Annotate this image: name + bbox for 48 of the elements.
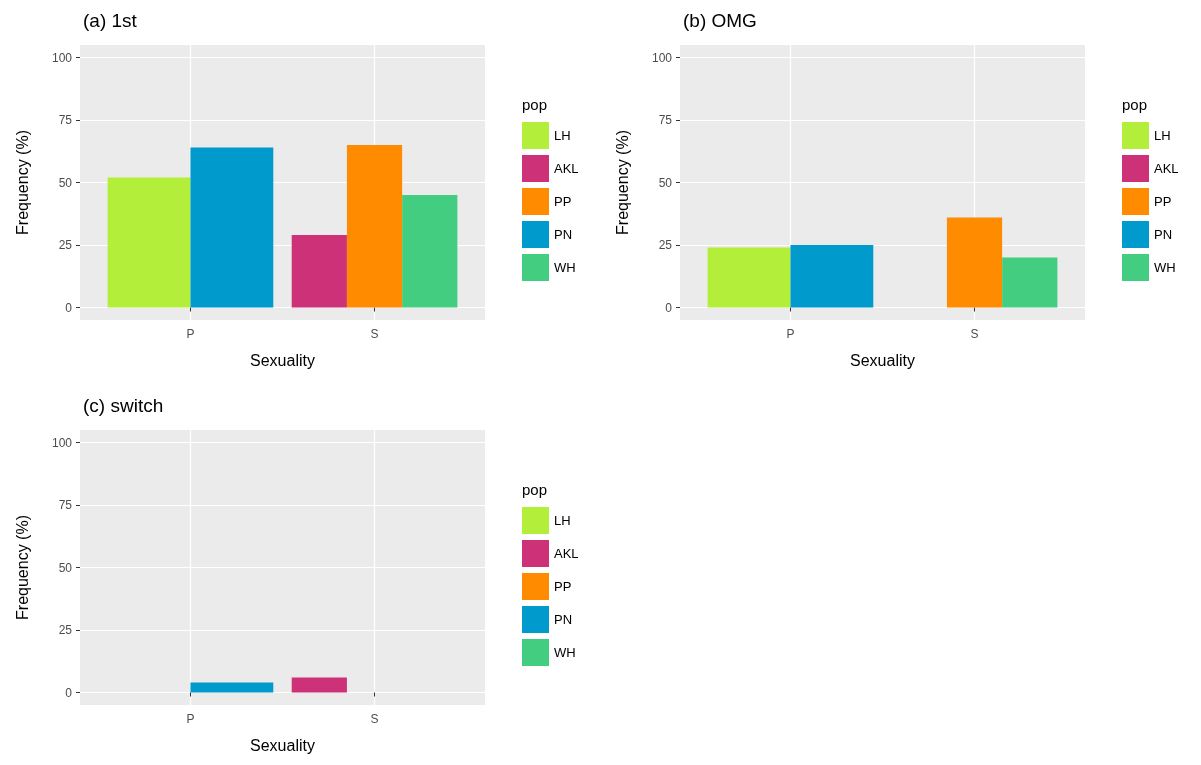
legend-label: LH bbox=[554, 128, 571, 143]
legend-label: WH bbox=[1154, 260, 1176, 275]
x-axis-title: Sexuality bbox=[850, 351, 915, 369]
y-tick-label: 75 bbox=[58, 113, 73, 127]
legend-title: pop bbox=[1122, 96, 1148, 113]
x-tick-label: S bbox=[370, 327, 379, 341]
y-tick-label: 0 bbox=[65, 685, 73, 700]
y-tick-label: 0 bbox=[665, 300, 673, 315]
legend-label: WH bbox=[554, 260, 576, 275]
x-tick-label: S bbox=[370, 712, 379, 726]
y-tick-label: 25 bbox=[58, 238, 73, 252]
y-tick-label: 25 bbox=[58, 623, 73, 637]
x-tick-label: P bbox=[186, 327, 195, 341]
legend-title: pop bbox=[522, 96, 548, 113]
y-tick-label: 100 bbox=[51, 50, 73, 65]
legend-label: AKL bbox=[1154, 161, 1179, 176]
y-tick-label: 75 bbox=[58, 498, 73, 512]
y-axis-title: Frequency (%) bbox=[13, 130, 31, 235]
legend-label: LH bbox=[1154, 128, 1171, 143]
legend-title: pop bbox=[522, 481, 548, 498]
legend-label: AKL bbox=[554, 161, 579, 176]
legend-label: PP bbox=[554, 579, 572, 594]
legend-label: PN bbox=[554, 227, 573, 242]
legend-label: PN bbox=[1154, 227, 1173, 242]
y-tick-label: 50 bbox=[58, 175, 73, 190]
legend-label: AKL bbox=[554, 546, 579, 561]
legend-label: PN bbox=[554, 612, 573, 627]
x-tick-label: P bbox=[786, 327, 795, 341]
y-tick-label: 75 bbox=[658, 113, 673, 127]
x-tick-label: P bbox=[186, 712, 195, 726]
legend-label: WH bbox=[554, 645, 576, 660]
legend-label: LH bbox=[554, 513, 571, 528]
chart-title: (a) 1st bbox=[83, 10, 138, 31]
y-axis-title: Frequency (%) bbox=[13, 515, 31, 620]
x-axis-title: Sexuality bbox=[250, 736, 315, 754]
chart-title: (c) switch bbox=[83, 395, 164, 416]
y-tick-label: 50 bbox=[658, 175, 673, 190]
y-tick-label: 25 bbox=[658, 238, 673, 252]
x-axis-title: Sexuality bbox=[250, 351, 315, 369]
x-tick-label: S bbox=[970, 327, 979, 341]
legend-label: PP bbox=[1154, 194, 1172, 209]
y-tick-label: 0 bbox=[65, 300, 73, 315]
y-tick-label: 100 bbox=[651, 50, 673, 65]
y-axis-title: Frequency (%) bbox=[613, 130, 631, 235]
legend-label: PP bbox=[554, 194, 572, 209]
y-tick-label: 50 bbox=[58, 560, 73, 575]
chart-title: (b) OMG bbox=[683, 10, 757, 31]
y-tick-label: 100 bbox=[51, 435, 73, 450]
